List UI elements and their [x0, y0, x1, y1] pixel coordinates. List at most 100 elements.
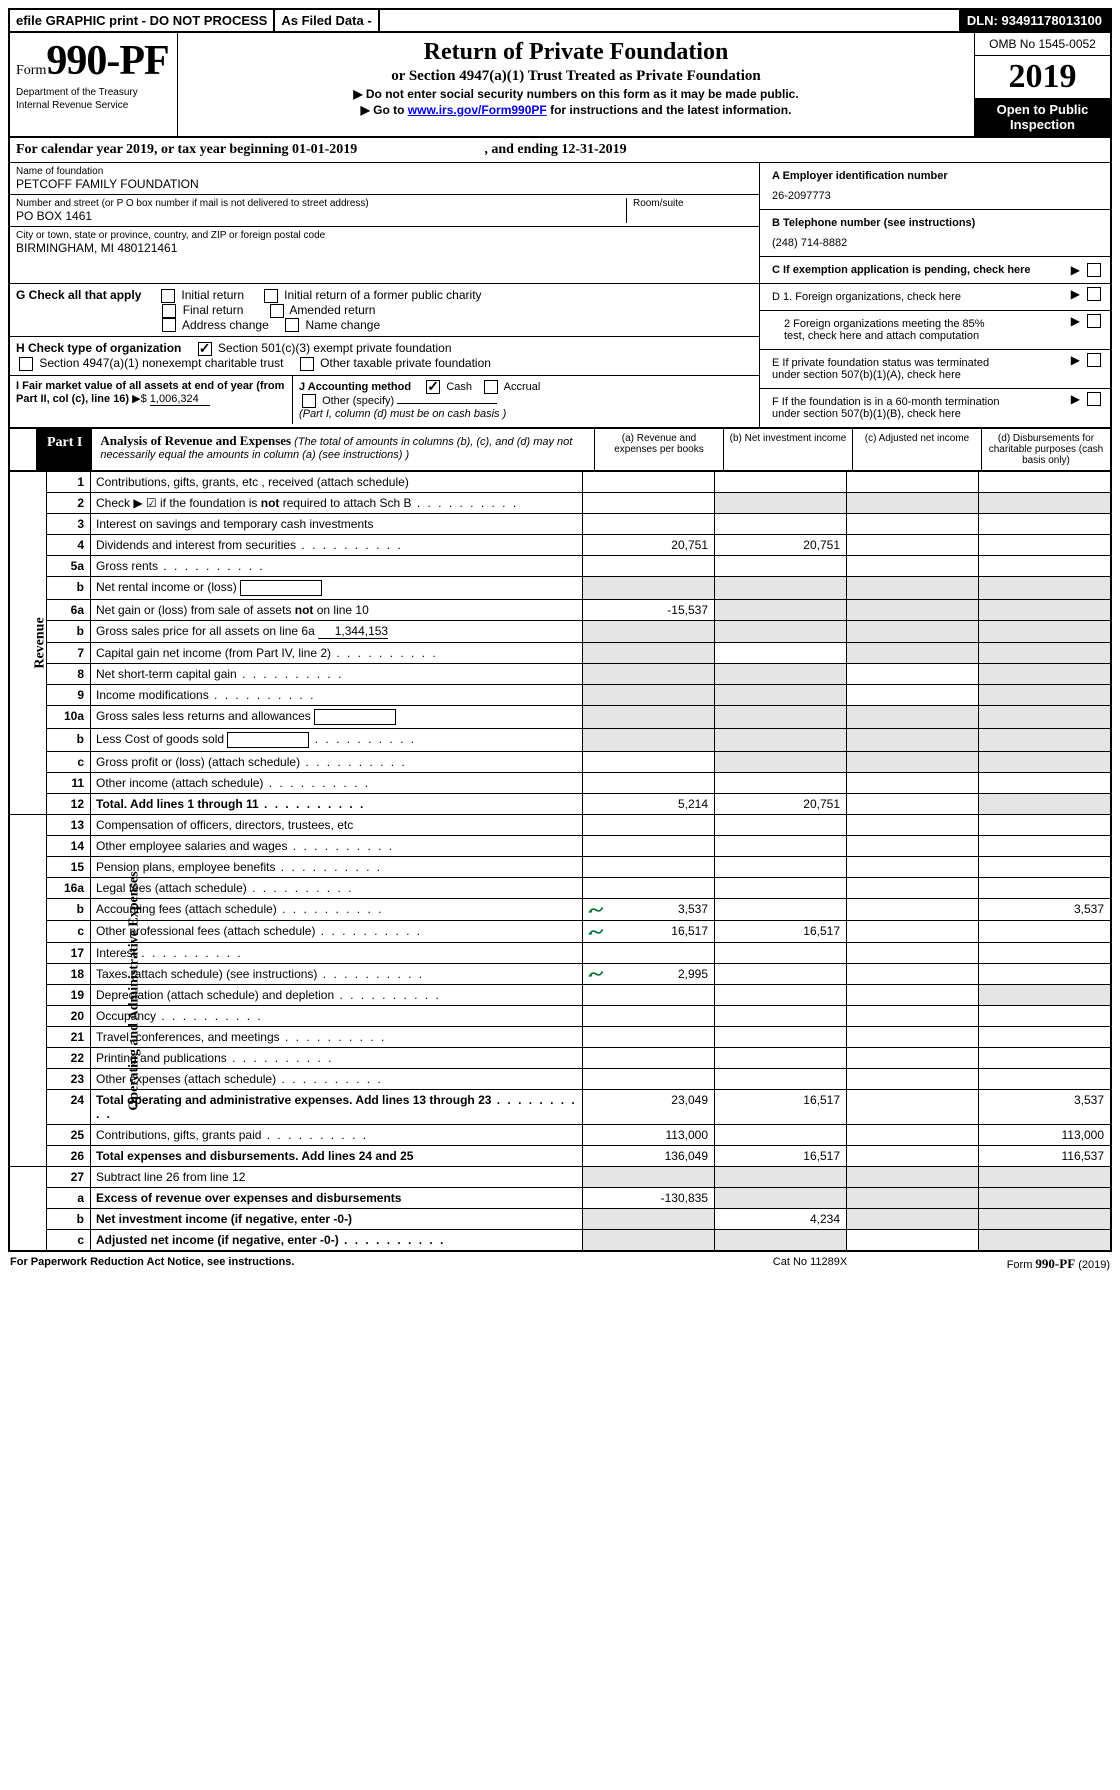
amount-col-d	[979, 773, 1112, 794]
table-row: 10aGross sales less returns and allowanc…	[9, 706, 1111, 729]
row-description: Interest on savings and temporary cash i…	[91, 514, 583, 535]
amount-col-b	[715, 1006, 847, 1027]
row-description: Other income (attach schedule)	[91, 773, 583, 794]
amount-col-c	[847, 899, 979, 921]
row-description: Net gain or (loss) from sale of assets n…	[91, 600, 583, 621]
entity-block: Name of foundation PETCOFF FAMILY FOUNDA…	[8, 163, 1112, 284]
h-501c3-checkbox[interactable]	[198, 342, 212, 356]
calyear-mid: , and ending	[484, 142, 561, 157]
g-amended-checkbox[interactable]	[270, 304, 284, 318]
row-number: 20	[47, 1006, 91, 1027]
amount-col-b	[715, 963, 847, 985]
row-description: Total. Add lines 1 through 11	[91, 794, 583, 815]
amount-col-b	[715, 1027, 847, 1048]
table-row: 21Travel, conferences, and meetings	[9, 1027, 1111, 1048]
attachment-icon[interactable]	[588, 925, 604, 939]
amount-col-b	[715, 857, 847, 878]
header-left: Form990-PF Department of the Treasury In…	[10, 33, 178, 136]
table-row: bNet investment income (if negative, ent…	[9, 1209, 1111, 1230]
j-cash-checkbox[interactable]	[426, 380, 440, 394]
d1-arrow-icon: ▶	[1071, 287, 1080, 301]
h-label: H Check type of organization	[16, 341, 181, 355]
addr-label: Number and street (or P O box number if …	[16, 198, 626, 209]
row-description: Travel, conferences, and meetings	[91, 1027, 583, 1048]
row-number: 14	[47, 836, 91, 857]
row-description: Gross sales less returns and allowances	[91, 706, 583, 729]
entity-left: Name of foundation PETCOFF FAMILY FOUNDA…	[10, 163, 759, 283]
table-row: Revenue1Contributions, gifts, grants, et…	[9, 472, 1111, 493]
irs-link[interactable]: www.irs.gov/Form990PF	[408, 103, 547, 117]
amount-col-c	[847, 1027, 979, 1048]
dln-value: 93491178013100	[1001, 13, 1102, 28]
form-number: Form990-PF	[16, 37, 171, 85]
amount-col-b	[715, 773, 847, 794]
asfiled-label: As Filed Data -	[275, 10, 379, 31]
amount-col-d	[979, 556, 1112, 577]
f-checkbox[interactable]	[1087, 392, 1101, 406]
table-row: Operating and Administrative Expenses13C…	[9, 815, 1111, 836]
ein-label: A Employer identification number	[772, 170, 948, 182]
e-checkbox[interactable]	[1087, 353, 1101, 367]
g-namechg-checkbox[interactable]	[285, 318, 299, 332]
phone-value: (248) 714-8882	[766, 233, 1104, 253]
amount-col-d	[979, 752, 1112, 773]
j-label: J Accounting method	[299, 381, 411, 393]
exemption-field: C If exemption application is pending, c…	[760, 257, 1110, 283]
row-description: Legal fees (attach schedule)	[91, 878, 583, 899]
row-description: Printing and publications	[91, 1048, 583, 1069]
table-row: 20Occupancy	[9, 1006, 1111, 1027]
calyear-begin: 01-01-2019	[292, 142, 357, 157]
h-other-checkbox[interactable]	[300, 357, 314, 371]
g-final-checkbox[interactable]	[162, 304, 176, 318]
amount-col-a	[583, 1069, 715, 1090]
ein-field: A Employer identification number 26-2097…	[760, 163, 1110, 210]
row-number: b	[47, 577, 91, 600]
note2-post: for instructions and the latest informat…	[547, 103, 792, 117]
d1-field: D 1. Foreign organizations, check here ▶	[760, 284, 1110, 311]
part1-tag: Part I	[37, 429, 92, 470]
row-number: 24	[47, 1090, 91, 1125]
d2b: test, check here and attach computation	[784, 330, 979, 342]
table-row: 22Printing and publications	[9, 1048, 1111, 1069]
amount-col-c	[847, 493, 979, 514]
j-accrual-checkbox[interactable]	[484, 380, 498, 394]
g-initial-former-checkbox[interactable]	[264, 289, 278, 303]
j-other-checkbox[interactable]	[302, 394, 316, 408]
attachment-icon[interactable]	[588, 967, 604, 981]
row-number: 22	[47, 1048, 91, 1069]
footer-right-pre: Form	[1007, 1259, 1036, 1271]
dln-label: DLN:	[967, 13, 998, 28]
row-number: 21	[47, 1027, 91, 1048]
i-arrow: ▶$	[132, 393, 147, 405]
amount-col-b	[715, 577, 847, 600]
exemption-checkbox[interactable]	[1087, 263, 1101, 277]
form-title: Return of Private Foundation	[188, 39, 964, 66]
amount-col-b	[715, 1188, 847, 1209]
amount-col-a: -15,537	[583, 600, 715, 621]
g-initial-checkbox[interactable]	[161, 289, 175, 303]
amount-col-d: 3,537	[979, 899, 1112, 921]
omb-number: OMB No 1545-0052	[975, 33, 1110, 56]
part1-table: Revenue1Contributions, gifts, grants, et…	[8, 472, 1112, 1252]
amount-col-d	[979, 794, 1112, 815]
row-description: Taxes (attach schedule) (see instruction…	[91, 963, 583, 985]
attachment-icon[interactable]	[588, 903, 604, 917]
d1-checkbox[interactable]	[1087, 287, 1101, 301]
row-description: Interest	[91, 942, 583, 963]
row-description: Contributions, gifts, grants, etc , rece…	[91, 472, 583, 493]
header-right: OMB No 1545-0052 2019 Open to Public Ins…	[974, 33, 1110, 136]
amount-col-c	[847, 752, 979, 773]
row-number: 6a	[47, 600, 91, 621]
footer-right: Form 990-PF (2019)	[910, 1256, 1110, 1272]
amount-col-b	[715, 1230, 847, 1252]
h-4947-checkbox[interactable]	[19, 357, 33, 371]
d2-checkbox[interactable]	[1087, 314, 1101, 328]
g-addrchg-checkbox[interactable]	[162, 318, 176, 332]
amount-col-a: 16,517	[583, 920, 715, 942]
amount-col-c	[847, 621, 979, 643]
table-row: 9Income modifications	[9, 685, 1111, 706]
amount-col-b	[715, 815, 847, 836]
g-label: G Check all that apply	[16, 288, 141, 302]
row-number: 13	[47, 815, 91, 836]
table-row: 17Interest	[9, 942, 1111, 963]
